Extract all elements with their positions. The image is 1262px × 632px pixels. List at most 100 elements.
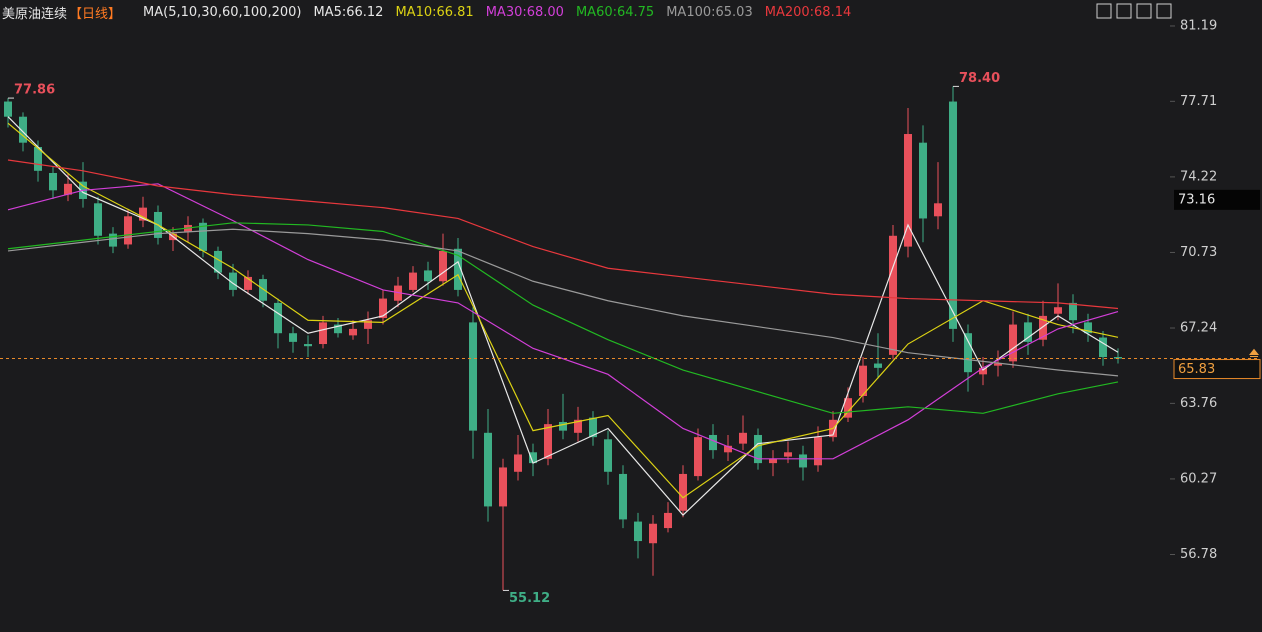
ma-line	[7, 222, 1119, 414]
candle-body	[409, 272, 417, 290]
y-tick-label: 60.27	[1180, 471, 1217, 486]
toolbar	[1096, 3, 1172, 19]
candle-body	[949, 101, 957, 329]
candle-body	[979, 367, 987, 375]
candle-body	[199, 222, 207, 251]
candle-body	[634, 521, 642, 542]
candle-body	[574, 419, 582, 433]
candle-body	[484, 432, 492, 507]
candle-body	[529, 452, 537, 464]
last-price-label: 65.83	[1178, 362, 1215, 377]
candle-body	[559, 421, 567, 431]
candle-body	[754, 434, 762, 464]
candle-body	[1114, 357, 1122, 359]
last-price-box	[1173, 359, 1261, 380]
candle-body	[259, 279, 267, 301]
candle-body	[229, 272, 237, 290]
candle-body	[424, 270, 432, 282]
candle-body	[1054, 307, 1062, 314]
legend-entry: MA200:68.14	[764, 5, 852, 20]
candle-body	[964, 333, 972, 373]
candle-body	[379, 298, 387, 319]
candle-body	[304, 344, 312, 347]
candle-body	[724, 445, 732, 453]
candle-body	[664, 512, 672, 529]
candle-body	[334, 324, 342, 334]
candle-body	[1099, 337, 1107, 358]
candle-body	[919, 142, 927, 219]
annotation: 55.12	[509, 591, 550, 606]
candle-body	[19, 116, 27, 143]
candle-body	[874, 363, 882, 368]
candle-body	[4, 101, 12, 117]
candle-body	[814, 437, 822, 466]
candle-body	[739, 432, 747, 444]
tool-icon[interactable]	[1116, 3, 1132, 19]
candle-body	[109, 233, 117, 247]
candle-body	[694, 437, 702, 477]
legend-entry: MA10:66.81	[395, 5, 474, 20]
candle-body	[364, 320, 372, 329]
candle-body	[1009, 324, 1017, 362]
tool-icon[interactable]	[1136, 3, 1152, 19]
ma-line	[7, 159, 1119, 310]
candle-body	[274, 302, 282, 334]
candle-body	[499, 467, 507, 507]
tool-icon[interactable]	[1156, 3, 1172, 19]
y-tick-label: 63.76	[1180, 396, 1217, 411]
candle-body	[604, 439, 612, 472]
ma-line	[7, 228, 1119, 377]
legend-entry: MA100:65.03	[666, 5, 753, 20]
ma-line	[7, 122, 1119, 499]
candle-body	[49, 172, 57, 191]
header: 美原油连续 【日线】 MA(5,10,30,60,100,200) MA5:66…	[2, 3, 851, 22]
y-tick-label: 56.78	[1180, 547, 1217, 562]
cursor-price-box	[1174, 189, 1260, 210]
candle-body	[934, 203, 942, 217]
candle-body	[439, 250, 447, 282]
candle-body	[904, 134, 912, 247]
candle-body	[124, 216, 132, 245]
candle-body	[514, 454, 522, 472]
candle-body	[1084, 322, 1092, 334]
legend-entry: MA60:64.75	[575, 5, 655, 20]
annotation: 78.40	[959, 71, 1000, 86]
candle-body	[244, 276, 252, 290]
candle-body	[994, 363, 1002, 366]
candle-body	[1069, 302, 1077, 321]
indicator: MA(5,10,30,60,100,200)	[143, 5, 302, 20]
cursor-price-label: 73.16	[1178, 192, 1215, 207]
candle-body	[544, 424, 552, 459]
candle-body	[469, 322, 477, 431]
y-tick-label: 77.71	[1180, 94, 1217, 109]
candle-body	[349, 328, 357, 336]
candle-body	[319, 322, 327, 345]
y-tick-label: 81.19	[1180, 18, 1217, 33]
candle-body	[769, 458, 777, 464]
candle-body	[454, 248, 462, 290]
candle-body	[709, 434, 717, 451]
legend-entry: MA5:66.12	[313, 5, 384, 20]
period[interactable]: 【日线】	[69, 7, 122, 22]
candle-body	[139, 207, 147, 221]
candle-body	[784, 452, 792, 457]
candle-body	[1039, 315, 1047, 340]
candle-body	[619, 473, 627, 520]
candle-body	[214, 250, 222, 273]
legend-entry: MA30:68.00	[485, 5, 564, 20]
candle-body	[64, 183, 72, 195]
last-price-marker	[1248, 348, 1260, 358]
candle-body	[649, 523, 657, 544]
candle-body	[394, 285, 402, 301]
candle-body	[679, 473, 687, 511]
candle-body	[289, 333, 297, 342]
candle-body	[1024, 322, 1032, 342]
tool-icon[interactable]	[1096, 3, 1112, 19]
candle-body	[34, 147, 42, 171]
candle-body	[859, 365, 867, 397]
y-tick-label: 67.24	[1180, 321, 1217, 336]
title: 美原油连续	[2, 7, 68, 22]
candle-body	[94, 203, 102, 236]
